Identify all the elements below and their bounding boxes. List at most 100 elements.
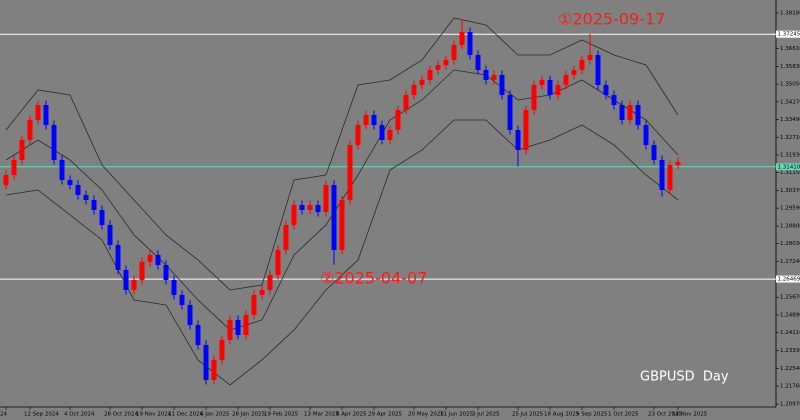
candle-body <box>659 159 665 190</box>
candle-body <box>115 244 121 270</box>
y-tick-label: 1.20970 <box>780 402 800 408</box>
candle-body <box>587 54 593 60</box>
candle-body <box>19 139 25 160</box>
candle-body <box>395 109 401 130</box>
candle-body <box>203 344 209 380</box>
x-tick-label: 14 Nov 2025 <box>672 412 708 418</box>
candle-body <box>331 184 337 250</box>
candle-body <box>427 69 433 80</box>
price-line-tag <box>776 275 800 283</box>
candle-body <box>611 94 617 105</box>
candle-body <box>235 319 241 335</box>
candle-body <box>43 104 49 125</box>
x-tick-label: 23 Oct 2025 <box>648 412 683 418</box>
y-tick-label: 1.29590 <box>780 206 800 212</box>
x-tick-label: 9 Sep 2025 <box>576 412 608 418</box>
x-tick-label: 12 Sep 2024 <box>24 412 59 418</box>
candle-body <box>475 54 481 70</box>
y-tick-label: 1.25670 <box>780 295 800 301</box>
x-tick-label: 20 May 2025 <box>408 412 444 418</box>
y-tick-label: 1.24890 <box>780 312 800 318</box>
candle-body <box>179 294 185 305</box>
x-tick-label: 25 Jul 2025 <box>512 412 544 418</box>
candle-body <box>307 204 313 210</box>
candle-body <box>91 199 97 210</box>
candle-body <box>275 249 281 275</box>
y-tick-label: 1.22540 <box>780 366 800 372</box>
candle-body <box>579 59 585 70</box>
candle-body <box>251 294 257 315</box>
candle-body <box>619 104 625 120</box>
price-line-label: 1.26469 <box>778 277 800 283</box>
candle-body <box>67 179 73 185</box>
candle-body <box>523 109 529 150</box>
x-tick-label: 4 Oct 2024 <box>64 412 95 418</box>
candle-body <box>371 114 377 125</box>
x-tick-label: 11 Dec 2024 <box>168 412 204 418</box>
candle-body <box>171 279 177 295</box>
y-tick-label: 1.27240 <box>780 259 800 265</box>
candle-body <box>483 69 489 80</box>
candle-body <box>323 184 329 213</box>
y-tick-label: 1.36610 <box>780 46 800 52</box>
candle-body <box>187 304 193 325</box>
candle-body <box>267 274 273 290</box>
candle-body <box>547 79 553 95</box>
candle-body <box>419 79 425 85</box>
annotation: ②2025-04-07 <box>320 269 427 288</box>
candle-body <box>387 129 393 140</box>
candle-body <box>667 164 673 190</box>
x-tick-label: 6 Jan 2025 <box>200 412 230 418</box>
y-tick-label: 1.31930 <box>780 152 800 158</box>
candle-body <box>107 224 113 245</box>
candle-body <box>595 54 601 85</box>
candle-body <box>411 84 417 95</box>
candle-body <box>379 124 385 140</box>
bollinger-band <box>5 17 679 291</box>
x-tick-label: 1 Oct 2025 <box>608 412 639 418</box>
candle-body <box>443 59 449 65</box>
candle-body <box>571 69 577 75</box>
candle-body <box>555 84 561 95</box>
y-tick-label: 1.30370 <box>780 188 800 194</box>
candle-body <box>11 159 17 175</box>
candle-body <box>355 124 361 145</box>
candle-body <box>227 319 233 340</box>
candle-body <box>363 114 369 125</box>
candle-body <box>347 144 353 200</box>
y-tick-label: 1.35050 <box>780 82 800 88</box>
y-tick-label: 1.35830 <box>780 64 800 70</box>
price-line-label: 1.31410 <box>778 164 800 170</box>
candle-body <box>243 314 249 335</box>
y-tick-label: 1.28800 <box>780 224 800 230</box>
candle-body <box>491 74 497 80</box>
y-tick-label: 1.38180 <box>780 10 800 16</box>
y-tick-label: 1.34270 <box>780 99 800 105</box>
candle-body <box>451 44 457 60</box>
candle-body <box>83 194 89 200</box>
candle-body <box>3 174 9 186</box>
candle-body <box>139 261 145 280</box>
candle-body <box>651 144 657 160</box>
candle-body <box>435 64 441 70</box>
candle-body <box>507 94 513 130</box>
candle-body <box>515 129 521 150</box>
y-tick-label: 1.32710 <box>780 135 800 141</box>
x-tick-label: 3 Jul 2025 <box>472 412 500 418</box>
candle-body <box>259 289 265 295</box>
candle-body <box>219 339 225 360</box>
candle-body <box>603 84 609 95</box>
candle-body <box>59 159 65 180</box>
candle-body <box>211 359 217 380</box>
candle-body <box>499 74 505 95</box>
candle-body <box>51 124 57 160</box>
x-tick-label: 19 Nov 2024 <box>136 412 172 418</box>
x-tick-label: 11 Jun 2025 <box>440 412 474 418</box>
candle-body <box>35 104 41 120</box>
candle-body <box>627 104 633 120</box>
price-line-tag <box>776 30 800 38</box>
candle-body <box>299 204 305 210</box>
x-tick-label: 19 Feb 2025 <box>264 412 299 418</box>
y-tick-label: 1.21760 <box>780 384 800 390</box>
